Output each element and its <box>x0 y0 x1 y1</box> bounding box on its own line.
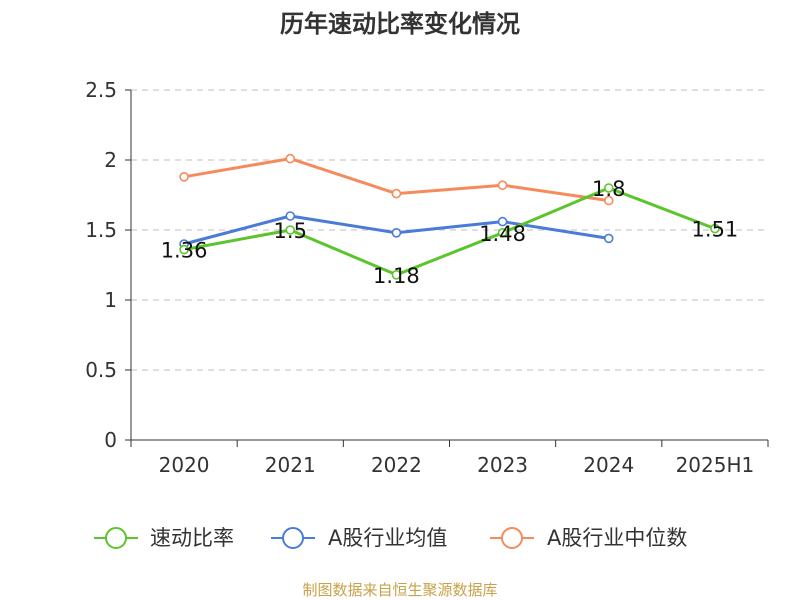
data-point <box>179 172 189 182</box>
data-label: 1.8 <box>592 177 625 201</box>
y-tick-label: 1 <box>104 288 117 312</box>
y-tick-label: 1.5 <box>85 218 117 242</box>
y-tick-label: 2.5 <box>85 78 117 102</box>
legend-item-1[interactable]: A股行业均值 <box>271 526 447 550</box>
x-tick-label: 2021 <box>265 453 316 477</box>
data-point <box>179 244 189 255</box>
y-tick-label: 0.5 <box>85 358 117 382</box>
series-lines <box>183 157 716 277</box>
legend-item-0[interactable]: 速动比率 <box>94 526 234 550</box>
data-point <box>497 216 508 227</box>
data-point <box>603 195 614 206</box>
data-point <box>285 153 296 164</box>
data-point <box>603 183 614 193</box>
legend: 速动比率 A股行业均值 A股行业中位数 <box>94 526 687 550</box>
data-label: 1.5 <box>274 219 307 243</box>
data-label: 1.18 <box>373 264 420 288</box>
x-tick-label: 2025H1 <box>676 453 755 477</box>
data-point <box>391 269 402 280</box>
legend-swatch-marker <box>501 527 523 549</box>
chart-title: 历年速动比率变化情况 <box>280 10 520 38</box>
data-label: 1.51 <box>692 218 739 242</box>
data-point <box>710 223 720 234</box>
grid <box>131 89 768 371</box>
series-line-0 <box>183 186 716 277</box>
data-label: 1.36 <box>161 239 208 263</box>
y-tick-label: 2 <box>104 148 117 172</box>
data-point <box>497 180 508 190</box>
data-point <box>391 188 402 199</box>
legend-swatch-marker <box>105 527 127 549</box>
series-points <box>179 153 720 280</box>
x-tick-label: 2024 <box>583 453 634 477</box>
legend-label: A股行业均值 <box>328 526 447 550</box>
y-tick-label: 0 <box>104 428 117 452</box>
legend-label: 速动比率 <box>150 526 234 550</box>
data-label: 1.48 <box>479 222 526 246</box>
x-tick-label: 2023 <box>477 453 528 477</box>
data-labels: 1.36 1.5 1.18 1.48 1.8 1.51 <box>161 177 739 288</box>
data-point <box>285 211 296 221</box>
legend-label: A股行业中位数 <box>547 526 687 550</box>
x-tick-label: 2022 <box>371 453 422 477</box>
data-source-note: 制图数据来自恒生聚源数据库 <box>302 581 497 599</box>
data-point <box>285 225 296 235</box>
data-point <box>603 233 614 244</box>
data-point <box>497 228 508 238</box>
legend-item-2[interactable]: A股行业中位数 <box>490 526 687 550</box>
data-point <box>391 228 402 238</box>
legend-swatch-marker <box>282 527 304 549</box>
x-tick-label: 2020 <box>159 453 210 477</box>
axes: 0 0.5 1 1.5 2 2.5 2020 2021 2022 2023 2024 2025H1 <box>85 78 769 477</box>
